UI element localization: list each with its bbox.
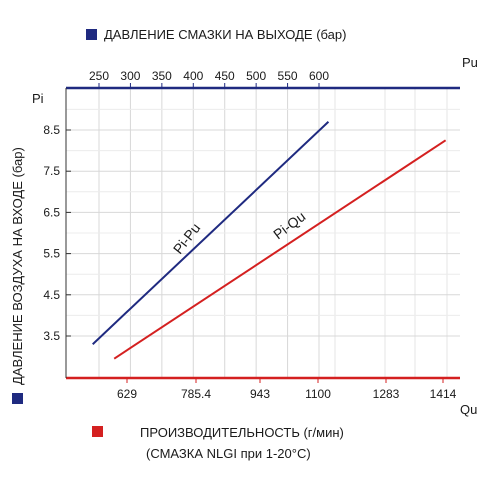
left-tick-label: 8.5: [43, 123, 60, 137]
legend-left-swatch: [12, 393, 23, 404]
top-tick-label: 250: [89, 69, 109, 83]
series: Pi-Pu Pi-Qu: [92, 121, 447, 360]
bottom-tick-label: 785.4: [181, 387, 211, 401]
legend-bottom-label-line1: ПРОИЗВОДИТЕЛЬНОСТЬ (г/мин): [140, 425, 344, 440]
bottom-tick-label: 943: [250, 387, 270, 401]
bottom-axis-symbol: Qu: [460, 402, 477, 417]
series-label-pi-pu: Pi-Pu: [170, 220, 204, 257]
left-axis-label: ДАВЛЕНИЕ ВОЗДУХА НА ВХОДЕ (бар): [10, 147, 25, 385]
series-label-pi-qu: Pi-Qu: [270, 208, 308, 242]
top-tick-label: 600: [309, 69, 329, 83]
top-axis-symbol: Pu: [462, 55, 478, 70]
series-line-pi-qu: [113, 139, 447, 360]
left-axis-symbol: Pi: [32, 91, 44, 106]
legend-top-swatch: [86, 29, 97, 40]
grid: [66, 88, 460, 378]
bottom-tick-label: 1283: [373, 387, 400, 401]
bottom-tick-label: 1414: [430, 387, 457, 401]
left-tick-label: 7.5: [43, 164, 60, 178]
top-tick-label: 550: [278, 69, 298, 83]
series-line-pi-pu: [92, 121, 330, 345]
left-tick-label: 3.5: [43, 329, 60, 343]
bottom-tick-label: 629: [117, 387, 137, 401]
left-tick-label: 6.5: [43, 205, 60, 219]
left-tick-label: 4.5: [43, 288, 60, 302]
bottom-tick-label: 1100: [305, 387, 331, 401]
top-tick-label: 500: [246, 69, 266, 83]
legend-bottom-swatch: [92, 426, 103, 437]
ticks: 250 300 350 400 450 500 550 600 3.5 4.5 5.5 6.5 7.5 8…: [43, 69, 456, 401]
legend-bottom-label-line2: (СМАЗКА NLGI при 1-20°C): [146, 446, 311, 461]
legend-top-label: ДАВЛЕНИЕ СМАЗКИ НА ВЫХОДЕ (бар): [104, 27, 346, 42]
top-tick-label: 400: [183, 69, 203, 83]
top-tick-label: 350: [152, 69, 172, 83]
top-tick-label: 300: [120, 69, 140, 83]
left-tick-label: 5.5: [43, 247, 60, 261]
top-tick-label: 450: [215, 69, 235, 83]
